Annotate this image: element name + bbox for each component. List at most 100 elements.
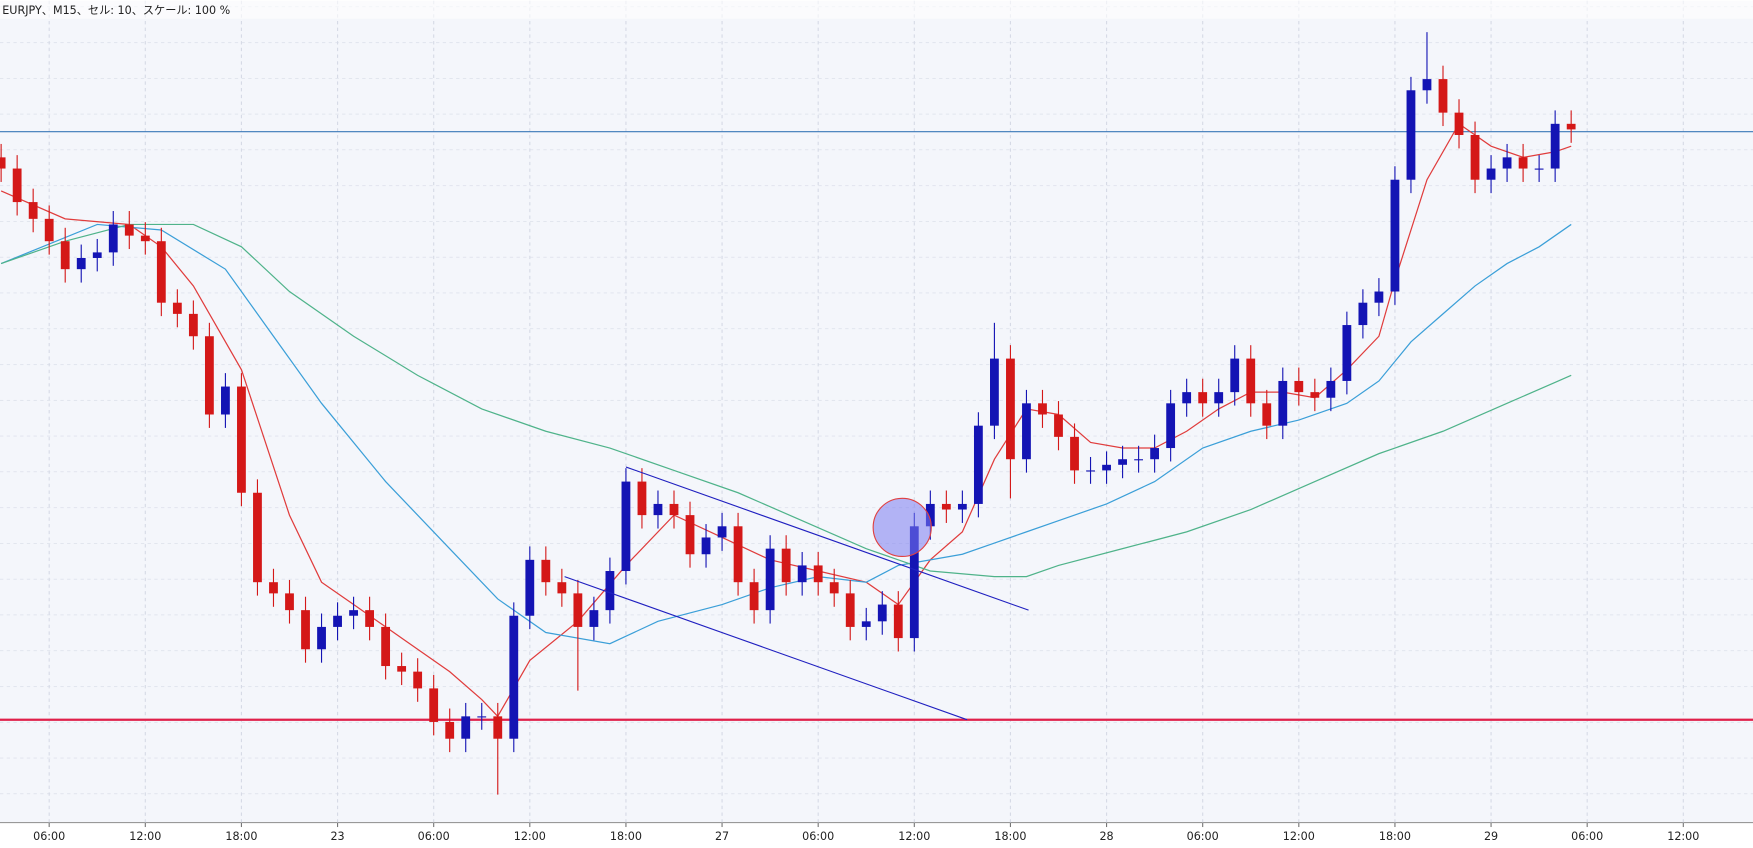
candle-body: [1518, 157, 1528, 169]
candle-body: [653, 503, 663, 516]
candle-body: [893, 604, 903, 639]
candle-body: [797, 565, 807, 583]
candle-body: [188, 313, 198, 337]
candle-body: [365, 610, 375, 627]
highlight-circle: [872, 497, 932, 558]
candle-body: [108, 224, 118, 253]
x-tick-label: 18:00: [610, 830, 642, 843]
x-tick-label: 12:00: [129, 830, 161, 843]
candle-body: [957, 503, 967, 510]
candle-body: [525, 559, 535, 616]
candle-body: [1086, 470, 1095, 472]
candle-body: [1262, 403, 1272, 426]
candle-body: [413, 671, 423, 689]
candle-body: [685, 515, 695, 555]
candle-body: [28, 202, 38, 219]
title-strip: [0, 0, 1753, 19]
candle-body: [1438, 79, 1448, 113]
candle-body: [845, 593, 855, 627]
candle-body: [1486, 168, 1496, 180]
moving-average: [0, 223, 1572, 578]
candle-layer: [0, 32, 1576, 795]
candle-body: [253, 492, 262, 583]
candle-body: [445, 721, 455, 739]
candle-body: [140, 235, 150, 242]
moving-average: [0, 223, 1572, 645]
candle-body: [1406, 90, 1416, 180]
chart-title: EURJPY、M15、セル: 10、スケール: 100 %: [2, 4, 230, 17]
candle-body: [1070, 436, 1079, 471]
candle-body: [990, 358, 999, 426]
candle-body: [877, 604, 887, 622]
candle-body: [541, 559, 551, 583]
candle-body: [477, 716, 487, 718]
candle-body: [1550, 123, 1560, 169]
candle-body: [973, 425, 983, 504]
candle-body: [1278, 380, 1288, 426]
candle-body: [1374, 291, 1384, 303]
candle-body: [1310, 392, 1320, 398]
candle-body: [1502, 157, 1512, 169]
candle-body: [493, 716, 503, 739]
candle-body: [557, 582, 567, 594]
candle-body: [1566, 123, 1576, 130]
candle-body: [941, 503, 951, 510]
trend-line: [625, 466, 1029, 611]
x-tick-label: 18:00: [1379, 830, 1411, 843]
x-tick-label: 12:00: [1283, 830, 1315, 843]
candle-body: [1214, 392, 1224, 404]
candle-body: [1470, 135, 1480, 180]
x-tick-label: 12:00: [514, 830, 546, 843]
candle-body: [204, 336, 214, 415]
x-tick-label: 29: [1484, 830, 1498, 843]
candle-body: [589, 610, 599, 627]
candle-body: [1038, 403, 1047, 415]
horizontal-grid: [0, 0, 1753, 823]
candle-body: [1326, 380, 1336, 398]
candle-body: [1102, 464, 1111, 471]
candle-body: [60, 241, 70, 270]
candle-body: [349, 610, 358, 616]
candle-body: [1454, 112, 1464, 136]
candle-body: [733, 526, 743, 583]
trend-line: [564, 576, 968, 721]
candle-body: [861, 621, 871, 627]
x-tick-label: 06:00: [1187, 830, 1219, 843]
candle-body: [1294, 380, 1304, 393]
candle-body: [156, 241, 166, 303]
candle-body: [397, 666, 407, 672]
x-tick-label: 23: [330, 830, 344, 843]
candle-body: [717, 526, 727, 538]
candle-body: [621, 481, 631, 572]
candle-body: [509, 615, 519, 739]
x-tick-label: 12:00: [898, 830, 930, 843]
x-tick-label: 18:00: [225, 830, 257, 843]
candle-body: [637, 481, 647, 516]
candle-body: [124, 224, 134, 236]
candle-body: [909, 526, 919, 639]
candle-body: [1134, 459, 1144, 461]
candle-body: [925, 503, 935, 527]
candle-body: [813, 565, 823, 583]
candle-body: [1422, 79, 1432, 91]
x-tick-label: 06:00: [418, 830, 450, 843]
candle-body: [1182, 392, 1192, 404]
x-tick-label: 12:00: [1667, 830, 1699, 843]
drawings: [564, 466, 1029, 721]
candle-body: [1006, 358, 1015, 460]
candle-body: [573, 593, 583, 627]
candle-body: [44, 218, 54, 242]
candle-body: [669, 503, 679, 516]
candle-body: [237, 386, 246, 493]
candle-body: [701, 537, 711, 555]
candle-body: [317, 626, 326, 650]
candle-body: [172, 302, 182, 314]
candle-body: [1166, 403, 1176, 449]
candle-body: [1246, 358, 1256, 404]
candle-body: [1390, 179, 1400, 292]
candle-body: [381, 626, 391, 667]
candle-body: [1118, 459, 1127, 465]
candle-body: [1358, 302, 1368, 326]
